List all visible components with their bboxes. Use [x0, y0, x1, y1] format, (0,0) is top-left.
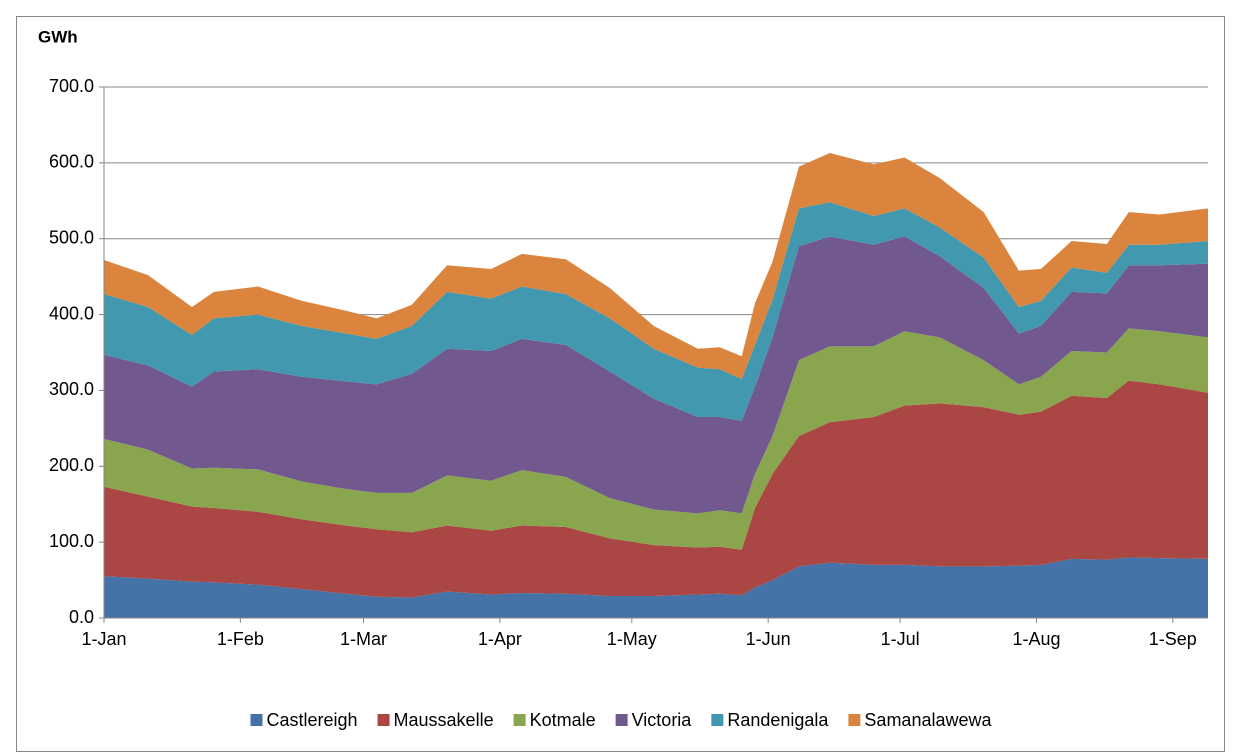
area: [104, 202, 1208, 421]
x-tick-label: 1-Jul: [881, 629, 920, 649]
legend-label: Samanalawewa: [864, 710, 992, 730]
areas: [104, 152, 1208, 618]
y-tick-label: 200.0: [49, 455, 94, 475]
x-tick-label: 1-Aug: [1012, 629, 1060, 649]
x-tick-label: 1-Mar: [340, 629, 387, 649]
legend-swatch: [615, 714, 628, 726]
area: [104, 328, 1208, 550]
legend-swatch: [377, 714, 390, 726]
y-tick-label: 500.0: [49, 227, 94, 247]
x-tick-label: 1-Sep: [1149, 629, 1197, 649]
legend-swatch: [513, 714, 526, 726]
x-tick-label: 1-Feb: [217, 629, 264, 649]
legend-label: Maussakelle: [394, 710, 494, 730]
y-tick-label: 300.0: [49, 379, 94, 399]
y-axis-label: GWh: [38, 27, 78, 46]
x-tick-label: 1-Jan: [81, 629, 126, 649]
y-tick-label: 100.0: [49, 531, 94, 551]
x-tick-label: 1-May: [607, 629, 657, 649]
area: [104, 236, 1208, 514]
y-tick-label: 600.0: [49, 152, 94, 172]
legend-label: Victoria: [632, 710, 693, 730]
legend-swatch: [250, 714, 263, 726]
legend-label: Castlereigh: [266, 710, 357, 730]
y-tick-label: 400.0: [49, 303, 94, 323]
legend-swatch: [848, 714, 861, 726]
legend-swatch: [711, 714, 724, 726]
area: [104, 380, 1208, 598]
x-tick-label: 1-Apr: [478, 629, 522, 649]
legend-label: Kotmale: [530, 710, 596, 730]
area: [104, 152, 1208, 380]
y-tick-label: 700.0: [49, 76, 94, 96]
area: [104, 557, 1208, 618]
y-tick-label: 0.0: [69, 607, 94, 627]
legend: Castlereigh Maussakelle Kotmale Victoria Ran…: [250, 710, 992, 730]
legend-label: Randenigala: [727, 710, 829, 730]
x-tick-label: 1-Jun: [746, 629, 791, 649]
axes: 0.0 100.0 200.0 300.0 400.0 500.0 600.0 700.0 1-…: [49, 76, 1208, 649]
